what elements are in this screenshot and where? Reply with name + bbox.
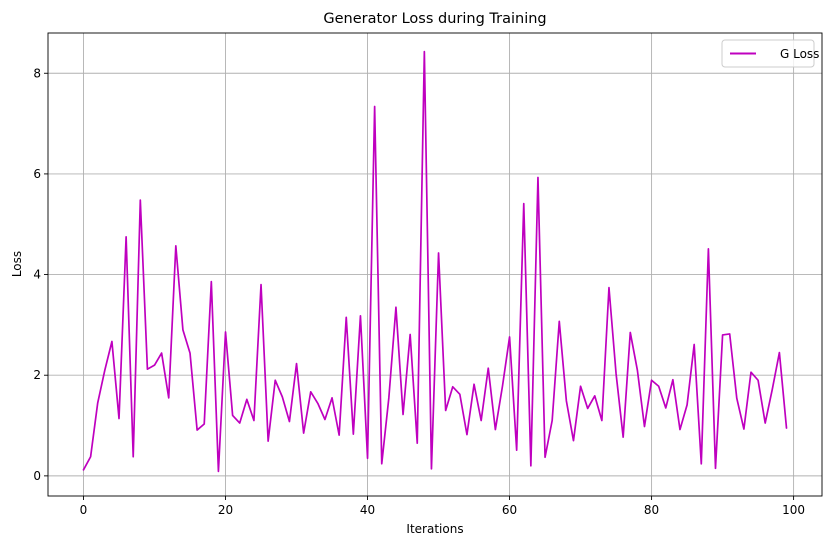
y-tick-label: 6 <box>33 167 41 181</box>
chart-title: Generator Loss during Training <box>323 11 546 27</box>
y-tick-label: 0 <box>33 469 41 483</box>
y-axis-label: Loss <box>10 251 24 277</box>
axis-ticks: 0 20 40 60 80 100 0 2 4 6 8 <box>33 66 805 517</box>
x-tick-label: 40 <box>360 503 375 517</box>
x-tick-label: 60 <box>502 503 517 517</box>
legend-label-g-loss: G Loss <box>780 47 819 61</box>
x-tick-label: 100 <box>782 503 805 517</box>
x-tick-label: 80 <box>644 503 659 517</box>
y-tick-label: 8 <box>33 66 41 80</box>
x-axis-label: Iterations <box>406 522 463 536</box>
y-tick-label: 4 <box>33 268 41 282</box>
x-tick-label: 20 <box>218 503 233 517</box>
series-line-g-loss <box>82 50 788 473</box>
legend: G Loss <box>721 39 819 68</box>
y-tick-label: 2 <box>33 368 41 382</box>
legend-box <box>721 39 815 68</box>
plot-frame <box>47 32 823 497</box>
x-tick-label: 0 <box>80 503 88 517</box>
series-layer <box>82 50 788 473</box>
grid <box>48 33 822 496</box>
